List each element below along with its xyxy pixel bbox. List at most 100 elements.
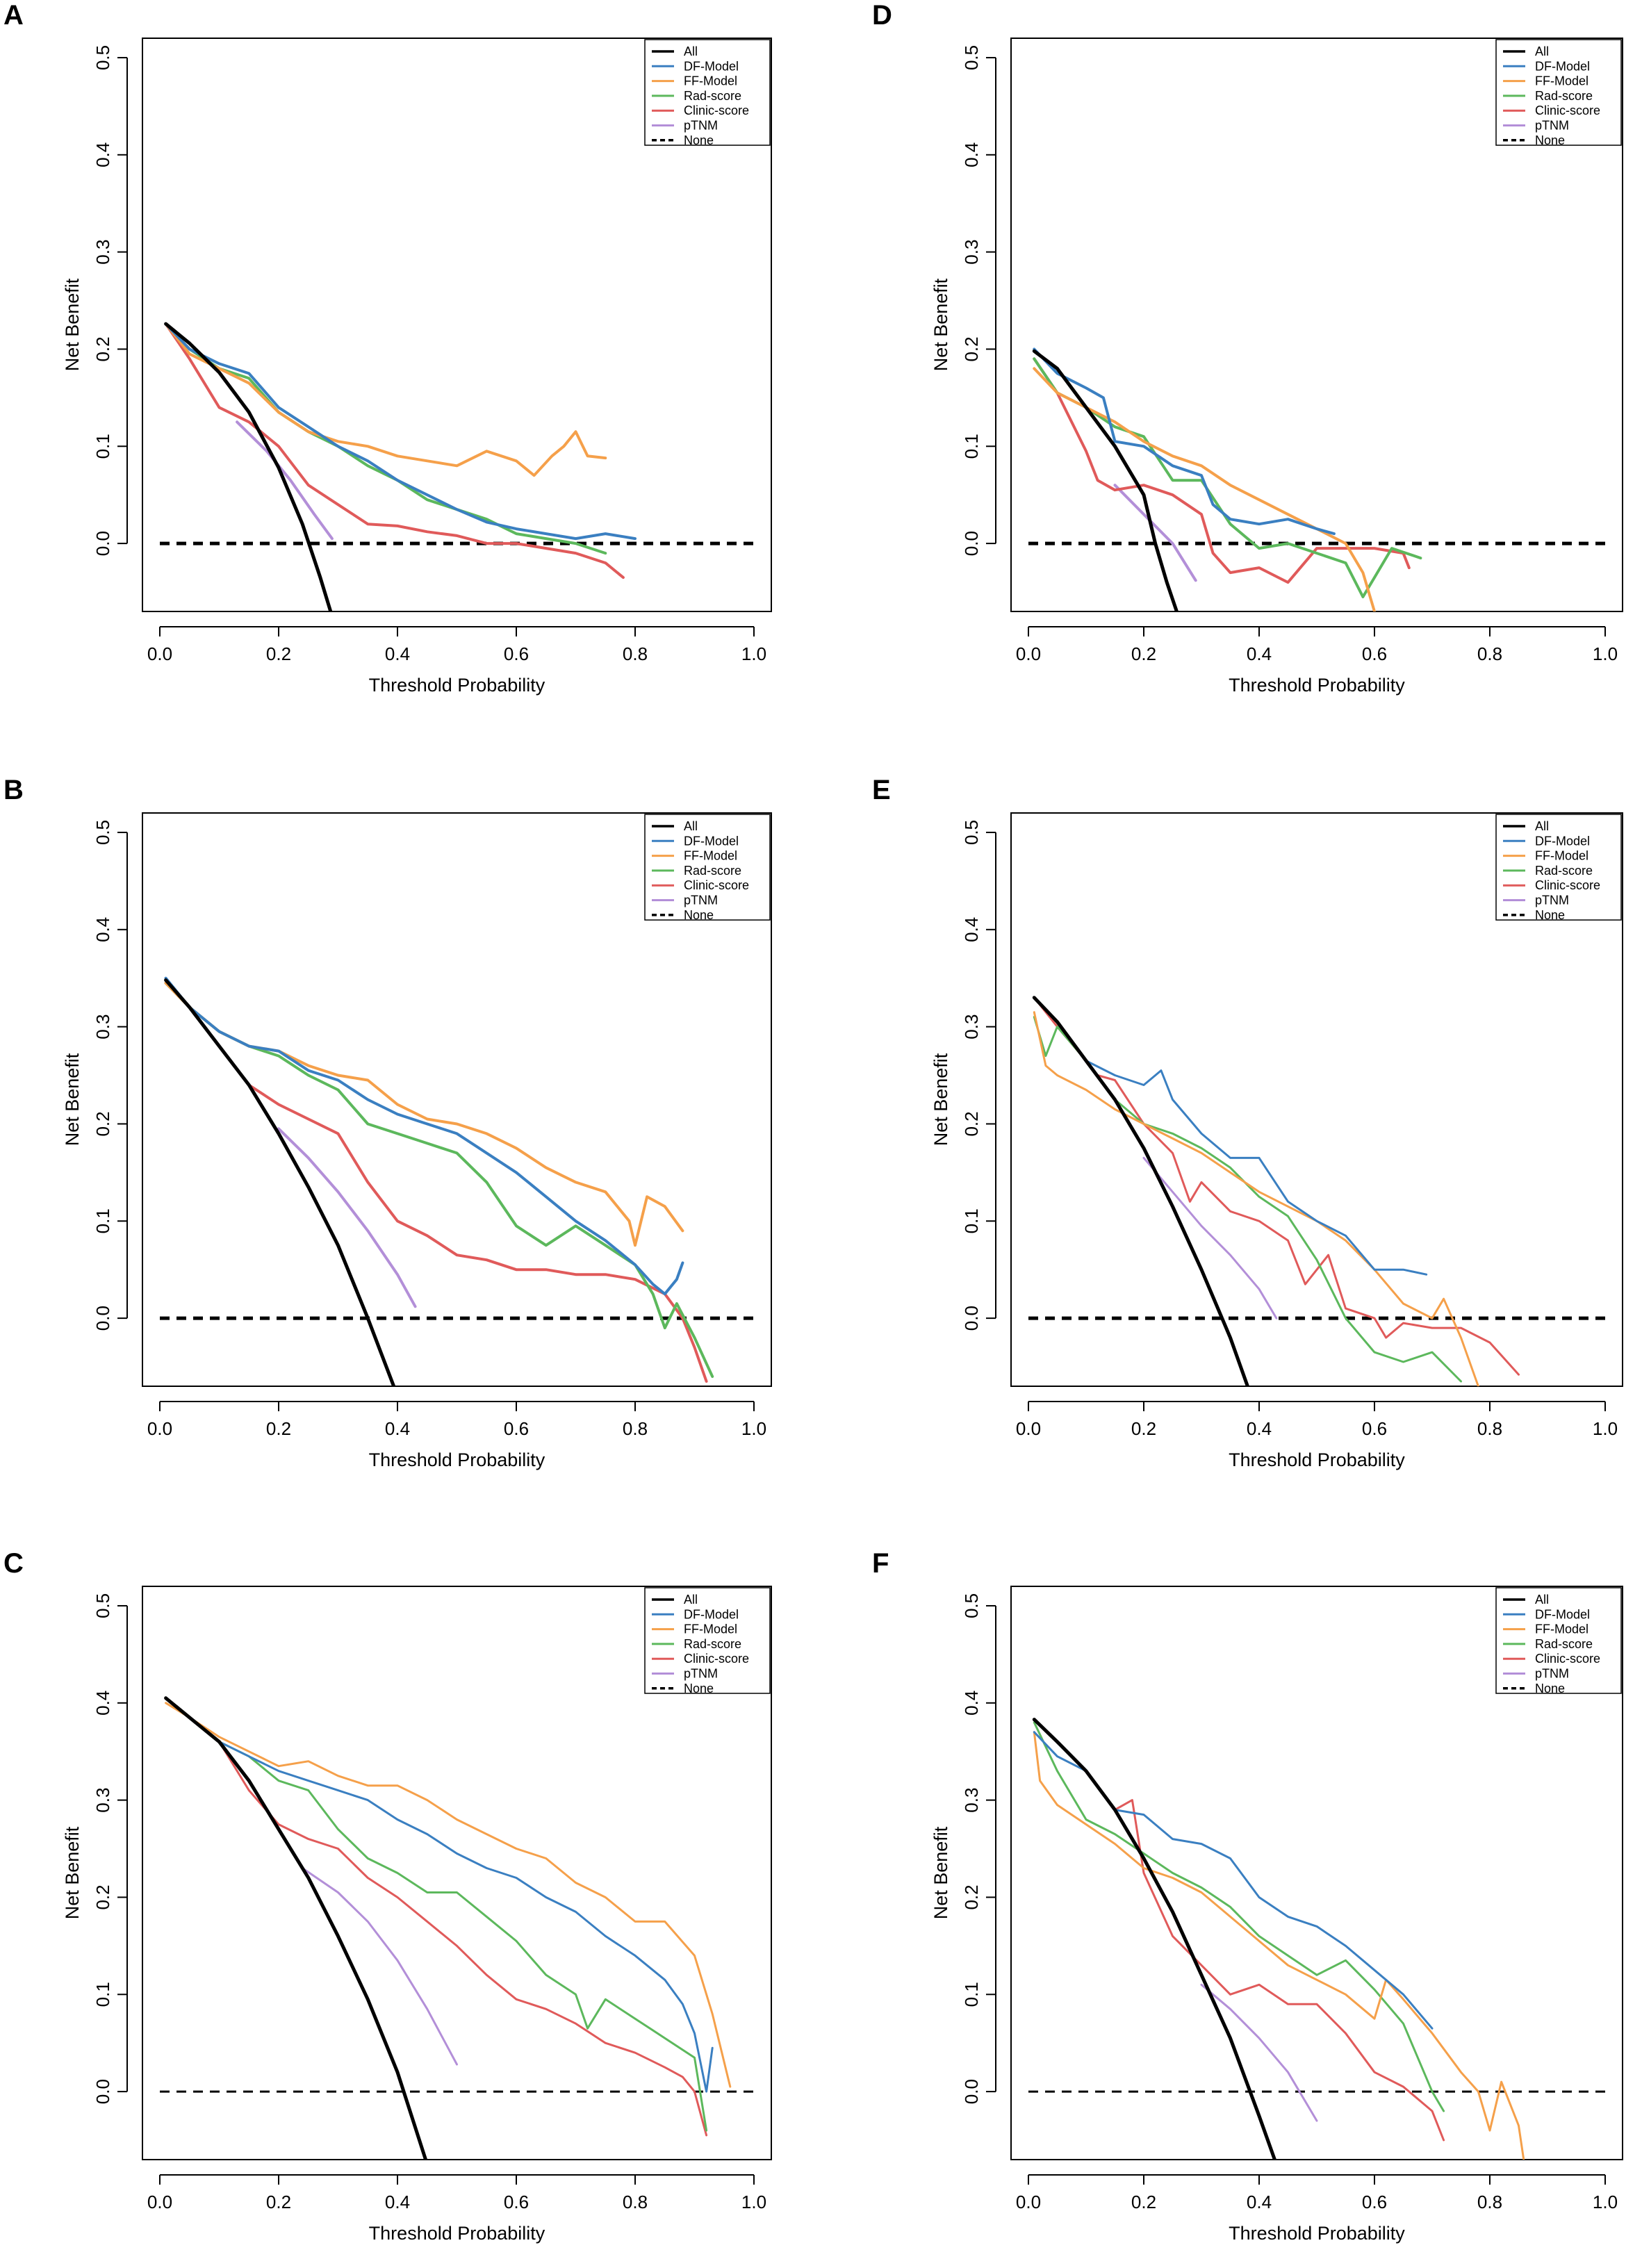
legend-label: DF-Model xyxy=(1535,59,1590,73)
series-line-rad-score xyxy=(164,322,607,555)
x-tick-label: 0.4 xyxy=(1247,643,1272,664)
panel-letter: E xyxy=(872,775,891,805)
panel-letter: A xyxy=(3,0,24,31)
x-axis-title: Threshold Probability xyxy=(1229,2223,1405,2244)
y-tick-label: 0.3 xyxy=(961,240,982,265)
legend-label: pTNM xyxy=(684,1667,718,1681)
series-line-df-model xyxy=(1033,347,1336,536)
x-tick-label: 1.0 xyxy=(1593,1418,1618,1439)
x-tick-label: 0.0 xyxy=(147,1418,172,1439)
series-group xyxy=(1028,996,1605,1386)
legend-box xyxy=(644,814,771,921)
legend-label: pTNM xyxy=(1535,894,1569,907)
y-axis-title: Net Benefit xyxy=(930,278,951,371)
y-axis-title: Net Benefit xyxy=(62,1826,83,1919)
legend-label: Clinic-score xyxy=(684,878,749,892)
x-tick-label: 1.0 xyxy=(1593,643,1618,664)
series-line-clinic-score xyxy=(1033,357,1411,584)
x-tick-label: 0.2 xyxy=(1131,1418,1156,1439)
legend-label: Clinic-score xyxy=(1535,878,1600,892)
legend-label: Clinic-score xyxy=(1535,104,1600,117)
panel-letter: C xyxy=(3,1548,24,1579)
x-tick-label: 0.2 xyxy=(266,2192,291,2212)
series-line-ptnm xyxy=(277,1127,417,1308)
y-tick-label: 0.1 xyxy=(92,1208,113,1233)
series-line-ff-model xyxy=(1033,1731,1525,2160)
y-tick-label: 0.5 xyxy=(92,820,113,845)
legend-label: None xyxy=(684,908,714,922)
series-line-clinic-score xyxy=(165,1697,708,2137)
legend-label: DF-Model xyxy=(684,1607,739,1621)
panel-a: A 0.0 0.2 0.4 0.6 0.8 1.0 0.0 0.1 0.2 0.3 0.4 0.5 Thr… xyxy=(3,0,772,696)
legend-box xyxy=(644,1587,771,1694)
x-tick-label: 0.4 xyxy=(1247,1418,1272,1439)
y-tick-label: 0.2 xyxy=(92,1884,113,1909)
legend-label: None xyxy=(684,133,714,147)
series-group xyxy=(160,322,754,611)
series-line-ptnm xyxy=(301,1867,458,2066)
y-tick-label: 0.3 xyxy=(92,1014,113,1040)
y-tick-label: 0.0 xyxy=(961,2079,982,2104)
legend-label: Rad-score xyxy=(684,89,741,103)
series-group xyxy=(160,1696,754,2160)
y-axis-title: Net Benefit xyxy=(62,278,83,371)
x-axis-title: Threshold Probability xyxy=(1229,1449,1405,1470)
x-tick-label: 0.0 xyxy=(147,2192,172,2212)
series-line-ff-model xyxy=(1033,367,1376,611)
y-tick-label: 0.2 xyxy=(961,1884,982,1909)
series-line-ff-model xyxy=(164,981,684,1247)
series-line-df-model xyxy=(1033,996,1428,1276)
y-axis-title: Net Benefit xyxy=(930,1053,951,1146)
series-line-ff-model xyxy=(164,322,607,477)
y-tick-label: 0.3 xyxy=(92,240,113,265)
panel-c: C 0.0 0.2 0.4 0.6 0.8 1.0 0.0 0.1 0.2 0.3 0.4 0.5 Thr… xyxy=(3,1548,772,2244)
series-group xyxy=(1028,1718,1605,2160)
plot-frame xyxy=(142,38,772,612)
y-tick-label: 0.5 xyxy=(92,1593,113,1618)
x-tick-label: 0.8 xyxy=(1477,643,1502,664)
y-tick-label: 0.4 xyxy=(92,917,113,942)
y-tick-label: 0.0 xyxy=(92,1306,113,1331)
y-tick-label: 0.2 xyxy=(961,336,982,361)
legend-label: DF-Model xyxy=(684,834,739,848)
legend-label: pTNM xyxy=(684,894,718,907)
legend-label: All xyxy=(1535,819,1549,833)
series-line-rad-score xyxy=(1033,1016,1462,1383)
legend-label: DF-Model xyxy=(1535,1607,1590,1621)
legend: AllDF-ModelFF-ModelRad-scoreClinic-score… xyxy=(1495,1587,1622,1695)
legend-box xyxy=(1495,1587,1622,1694)
legend-label: All xyxy=(684,819,698,833)
panel-b: B 0.0 0.2 0.4 0.6 0.8 1.0 0.0 0.1 0.2 0.3 0.4 0.5 Thr… xyxy=(3,775,772,1470)
y-tick-label: 0.5 xyxy=(961,820,982,845)
series-line-ff-model xyxy=(165,1702,732,2088)
x-tick-label: 0.0 xyxy=(147,643,172,664)
legend-label: Clinic-score xyxy=(684,104,749,117)
y-tick-label: 0.3 xyxy=(961,1014,982,1040)
legend-label: Rad-score xyxy=(1535,89,1593,103)
x-tick-label: 0.2 xyxy=(266,643,291,664)
series-line-df-model xyxy=(164,322,637,541)
legend-label: All xyxy=(684,44,698,58)
series-line-clinic-score xyxy=(164,981,708,1383)
series-line-clinic-score xyxy=(1114,1799,1445,2142)
x-tick-label: 1.0 xyxy=(741,2192,766,2212)
legend-label: All xyxy=(684,1593,698,1606)
series-line-all xyxy=(164,978,396,1386)
y-tick-label: 0.1 xyxy=(961,434,982,459)
y-tick-label: 0.4 xyxy=(92,1691,113,1716)
legend-label: FF-Model xyxy=(684,849,737,863)
plot-frame xyxy=(1010,812,1623,1387)
x-tick-label: 0.8 xyxy=(623,1418,648,1439)
series-line-df-model xyxy=(1033,1731,1434,2030)
y-tick-label: 0.1 xyxy=(92,1982,113,2007)
series-line-rad-score xyxy=(1033,1721,1445,2112)
legend-label: pTNM xyxy=(1535,119,1569,133)
legend: AllDF-ModelFF-ModelRad-scoreClinic-score… xyxy=(1495,814,1622,922)
series-line-ptnm xyxy=(236,420,334,541)
x-tick-label: 1.0 xyxy=(741,1418,766,1439)
legend-label: Rad-score xyxy=(684,864,741,878)
legend-label: Clinic-score xyxy=(1535,1652,1600,1666)
x-tick-label: 0.6 xyxy=(504,643,529,664)
legend-label: Rad-score xyxy=(684,1637,741,1651)
